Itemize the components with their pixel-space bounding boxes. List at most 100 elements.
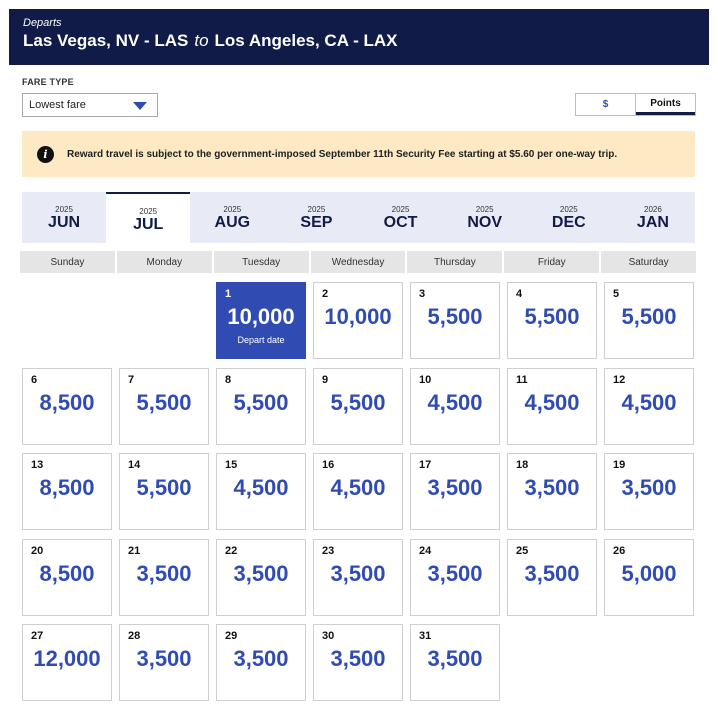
tab-month-aug[interactable]: 2025 AUG xyxy=(190,192,274,243)
calendar-day-28[interactable]: 28 3,500 xyxy=(119,624,209,701)
points-price: 5,500 xyxy=(136,475,192,500)
points-price: 4,500 xyxy=(330,475,386,500)
calendar-day-19[interactable]: 19 3,500 xyxy=(604,453,694,530)
calendar-day-20[interactable]: 20 8,500 xyxy=(22,538,112,616)
weekday-thursday: Thursday xyxy=(407,251,503,273)
calendar-day-17[interactable]: 17 3,500 xyxy=(410,453,500,530)
points-price: 3,500 xyxy=(233,560,289,586)
points-price: 4,500 xyxy=(233,475,289,500)
calendar-day-7[interactable]: 7 5,500 xyxy=(119,367,209,445)
calendar-day-29[interactable]: 29 3,500 xyxy=(216,624,306,701)
calendar-day-18[interactable]: 18 3,500 xyxy=(507,453,597,530)
calendar-day-2[interactable]: 2 10,000 xyxy=(313,282,403,359)
calendar-day-12[interactable]: 12 4,500 xyxy=(604,367,694,445)
day-number: 29 xyxy=(225,630,238,642)
calendar-day-16[interactable]: 16 4,500 xyxy=(313,453,403,530)
points-price: 5,500 xyxy=(330,389,386,415)
calendar-day-6[interactable]: 6 8,500 xyxy=(22,367,112,445)
calendar-day-15[interactable]: 15 4,500 xyxy=(216,453,306,530)
day-number: 14 xyxy=(128,459,141,471)
tab-month-jun[interactable]: 2025 JUN xyxy=(22,192,106,243)
points-price: 8,500 xyxy=(39,389,95,415)
calendar-day-21[interactable]: 21 3,500 xyxy=(119,538,209,616)
calendar-day-25[interactable]: 25 3,500 xyxy=(507,538,597,616)
points-price: 3,500 xyxy=(524,560,580,586)
month-tabs: 2025 JUN 2025 JUL 2025 AUG 2025 SEP 2025 OCT 2025 N… xyxy=(22,192,695,243)
tab-month-sep[interactable]: 2025 SEP xyxy=(274,192,358,243)
month-year: 2025 xyxy=(307,205,326,214)
chevron-down-icon xyxy=(133,102,147,110)
day-number: 19 xyxy=(613,459,626,471)
dollars-option[interactable]: $ xyxy=(576,94,636,115)
calendar-day-11[interactable]: 11 4,500 xyxy=(507,367,597,445)
currency-toggle[interactable]: $ Points xyxy=(575,93,696,116)
month-year: 2025 xyxy=(391,205,410,214)
notice-text: Reward travel is subject to the governme… xyxy=(67,149,618,160)
points-price: 3,500 xyxy=(330,560,386,586)
calendar-day-14[interactable]: 14 5,500 xyxy=(119,453,209,530)
tab-month-jul[interactable]: 2025 JUL xyxy=(106,192,191,243)
calendar-day-26[interactable]: 26 5,000 xyxy=(604,538,694,616)
weekday-header: Sunday Monday Tuesday Wednesday Thursday Frid… xyxy=(20,251,697,273)
calendar-day-23[interactable]: 23 3,500 xyxy=(313,538,403,616)
day-number: 20 xyxy=(31,544,44,557)
points-price: 3,500 xyxy=(233,646,289,671)
points-price: 12,000 xyxy=(33,646,101,671)
calendar-day-4[interactable]: 4 5,500 xyxy=(507,282,597,359)
day-number: 9 xyxy=(322,373,329,386)
day-number: 22 xyxy=(225,544,238,557)
day-number: 4 xyxy=(516,288,523,300)
day-number: 18 xyxy=(516,459,529,471)
points-price: 3,500 xyxy=(330,646,386,671)
tab-month-oct[interactable]: 2025 OCT xyxy=(359,192,443,243)
destination-airport: Los Angeles, CA - LAX xyxy=(214,31,398,50)
points-price: 5,000 xyxy=(621,560,677,586)
points-price: 3,500 xyxy=(621,475,677,500)
points-price: 5,500 xyxy=(524,304,580,329)
day-number: 28 xyxy=(128,630,141,642)
day-number: 27 xyxy=(31,630,44,642)
calendar-day-31[interactable]: 31 3,500 xyxy=(410,624,500,701)
points-price: 5,500 xyxy=(233,389,289,415)
day-number: 15 xyxy=(225,459,238,471)
month-year: 2025 xyxy=(475,205,494,214)
day-number: 8 xyxy=(225,373,232,386)
calendar-day-5[interactable]: 5 5,500 xyxy=(604,282,694,359)
calendar-day-1[interactable]: 1 10,000 Depart date xyxy=(216,282,306,359)
day-number: 1 xyxy=(225,288,232,300)
points-price: 5,500 xyxy=(427,304,483,329)
month-label: JUN xyxy=(48,214,81,231)
weekday-sunday: Sunday xyxy=(20,251,115,273)
calendar-day-22[interactable]: 22 3,500 xyxy=(216,538,306,616)
points-price: 3,500 xyxy=(427,560,483,586)
points-price: 8,500 xyxy=(39,475,95,500)
month-year: 2025 xyxy=(139,207,158,216)
calendar-day-3[interactable]: 3 5,500 xyxy=(410,282,500,359)
points-option[interactable]: Points xyxy=(636,94,695,115)
calendar-day-27[interactable]: 27 12,000 xyxy=(22,624,112,701)
points-price: 4,500 xyxy=(427,389,483,415)
calendar-day-8[interactable]: 8 5,500 xyxy=(216,367,306,445)
calendar-day-30[interactable]: 30 3,500 xyxy=(313,624,403,701)
route-title: Las Vegas, NV - LAS to Los Angeles, CA - L… xyxy=(23,31,397,51)
tab-month-dec[interactable]: 2025 DEC xyxy=(527,192,611,243)
calendar-day-10[interactable]: 10 4,500 xyxy=(410,367,500,445)
calendar-day-24[interactable]: 24 3,500 xyxy=(410,538,500,616)
flight-header: Departs Las Vegas, NV - LAS to Los Angeles… xyxy=(9,9,709,65)
points-price: 4,500 xyxy=(621,389,677,415)
calendar-day-13[interactable]: 13 8,500 xyxy=(22,453,112,530)
day-number: 17 xyxy=(419,459,432,471)
points-price: 10,000 xyxy=(227,304,295,329)
month-label: DEC xyxy=(551,214,586,231)
points-price: 3,500 xyxy=(524,475,580,500)
fare-type-select[interactable]: Lowest fare xyxy=(22,93,158,117)
month-label: NOV xyxy=(467,214,503,231)
origin-airport: Las Vegas, NV - LAS xyxy=(23,31,189,50)
tab-month-nov[interactable]: 2025 NOV xyxy=(443,192,527,243)
weekday-saturday: Saturday xyxy=(601,251,697,273)
day-number: 3 xyxy=(419,288,426,300)
month-label: JAN xyxy=(636,214,669,231)
tab-month-jan[interactable]: 2026 JAN xyxy=(611,192,695,243)
day-number: 10 xyxy=(419,373,432,386)
calendar-day-9[interactable]: 9 5,500 xyxy=(313,367,403,445)
